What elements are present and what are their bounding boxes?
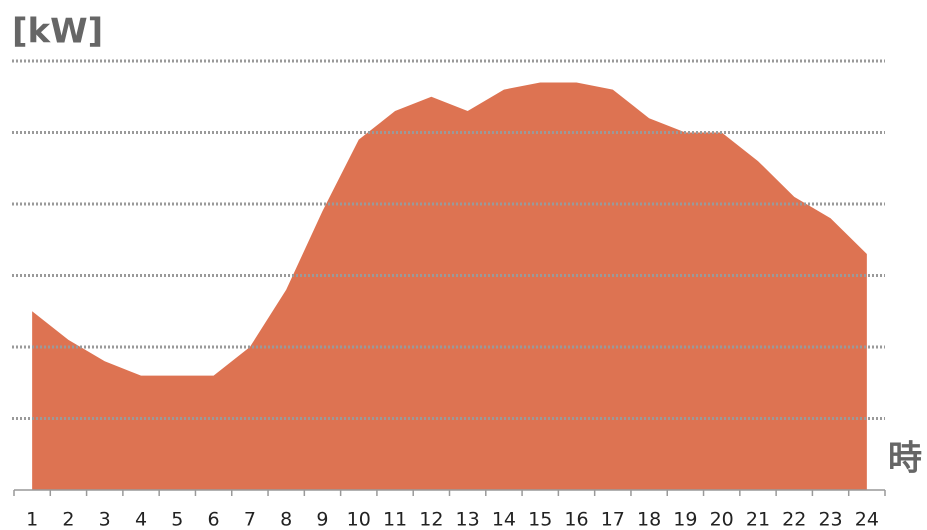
x-tick-label: 20	[710, 509, 734, 530]
x-tick-label: 17	[601, 509, 625, 530]
x-tick-label: 11	[383, 509, 407, 530]
x-tick-label: 24	[855, 509, 879, 530]
x-tick-label: 14	[492, 509, 516, 530]
x-tick-label: 13	[456, 509, 480, 530]
x-tick-label: 2	[62, 509, 74, 530]
x-tick-label: 4	[135, 509, 147, 530]
x-tick-label: 23	[818, 509, 842, 530]
x-tick-label: 18	[637, 509, 661, 530]
x-tick-label: 1	[26, 509, 38, 530]
x-tick-label: 12	[419, 509, 443, 530]
x-tick-label: 15	[528, 509, 552, 530]
x-tick-label: 10	[347, 509, 371, 530]
x-tick-label: 6	[208, 509, 220, 530]
x-tick-label: 9	[316, 509, 328, 530]
x-tick-label: 19	[673, 509, 697, 530]
y-axis-label: [kW]	[12, 12, 103, 52]
x-tick-label: 8	[280, 509, 292, 530]
x-tick-label: 3	[99, 509, 111, 530]
x-tick-label: 16	[564, 509, 588, 530]
x-tick-label: 21	[746, 509, 770, 530]
x-tick-label: 7	[244, 509, 256, 530]
x-axis-label: 時	[888, 439, 922, 479]
x-tick-label: 5	[171, 509, 183, 530]
area	[32, 82, 867, 490]
x-tick-label: 22	[782, 509, 806, 530]
